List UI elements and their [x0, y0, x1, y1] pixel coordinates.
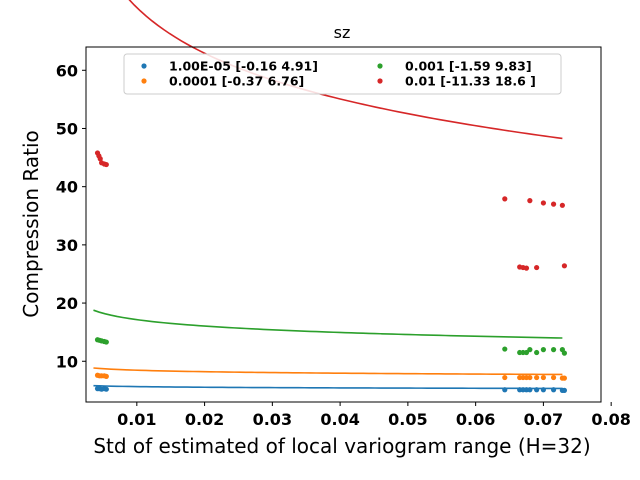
legend-marker: [377, 78, 383, 84]
data-point: [550, 374, 557, 381]
y-tick-label: 50: [56, 119, 78, 138]
data-point: [527, 198, 533, 204]
x-tick-label: 0.05: [388, 410, 427, 429]
data-point: [523, 349, 530, 356]
fit-line: [128, 0, 563, 140]
data-point: [502, 374, 508, 381]
data-point: [540, 200, 547, 206]
legend-marker: [141, 78, 147, 84]
data-point: [559, 202, 565, 208]
data-point: [561, 263, 568, 269]
series-2: [93, 309, 568, 356]
data-point: [502, 387, 508, 393]
y-tick-label: 10: [56, 352, 78, 371]
x-tick-label: 0.03: [253, 410, 292, 429]
y-axis-label: Compression Ratio: [19, 130, 43, 317]
data-point: [550, 387, 557, 393]
legend-label: 0.01 [-11.33 18.6 ]: [405, 74, 536, 89]
data-point: [97, 156, 103, 162]
legend-marker: [141, 63, 147, 69]
data-point: [540, 387, 547, 393]
data-point: [540, 374, 547, 381]
legend-label: 0.0001 [-0.37 6.76]: [169, 74, 304, 89]
legend-box: [123, 53, 562, 95]
y-tick-label: 30: [56, 236, 78, 255]
data-point: [534, 387, 540, 393]
series-0: [93, 384, 568, 393]
data-point: [561, 387, 568, 393]
data-point: [540, 347, 547, 353]
fit-line: [93, 367, 563, 376]
data-point: [527, 347, 533, 353]
x-tick-label: 0.01: [117, 410, 156, 429]
data-point: [550, 201, 557, 207]
series-3: [94, 0, 568, 271]
y-tick-label: 60: [56, 61, 78, 80]
data-point: [534, 264, 540, 271]
y-tick-label: 40: [56, 178, 78, 197]
plot-area: [93, 0, 568, 393]
x-tick-label: 0.06: [456, 410, 495, 429]
data-point: [103, 386, 109, 392]
data-point: [561, 375, 568, 381]
data-point: [534, 374, 540, 381]
legend-marker: [377, 63, 383, 69]
legend: 1.00E-05 [-0.16 4.91]0.0001 [-0.37 6.76]…: [123, 53, 562, 95]
fit-line: [93, 384, 563, 390]
x-tick-label: 0.04: [320, 410, 359, 429]
data-point: [103, 161, 109, 168]
legend-label: 1.00E-05 [-0.16 4.91]: [169, 59, 318, 74]
fit-line: [93, 309, 563, 339]
data-point: [561, 350, 568, 356]
data-point: [502, 196, 508, 202]
x-tick-label: 0.02: [185, 410, 224, 429]
data-point: [502, 346, 508, 352]
data-point: [527, 387, 533, 393]
x-axis: 0.01 0.02 0.03 0.04 0.05 0.06 0.07 0.08: [117, 402, 631, 429]
y-axis: 10 20 30 40 50 60: [56, 61, 86, 371]
legend-label: 0.001 [-1.59 9.83]: [405, 59, 532, 74]
x-tick-label: 0.08: [591, 410, 630, 429]
chart-title: sz: [334, 23, 351, 42]
plot-frame: [85, 46, 602, 403]
data-point: [103, 339, 109, 345]
x-tick-label: 0.07: [524, 410, 563, 429]
series-1: [93, 367, 568, 381]
data-point: [523, 265, 530, 271]
data-point: [527, 374, 533, 381]
data-point: [103, 373, 109, 379]
x-axis-label: Std of estimated of local variogram rang…: [93, 434, 590, 458]
y-tick-label: 20: [56, 294, 78, 313]
data-point: [550, 347, 557, 353]
data-point: [534, 349, 540, 356]
